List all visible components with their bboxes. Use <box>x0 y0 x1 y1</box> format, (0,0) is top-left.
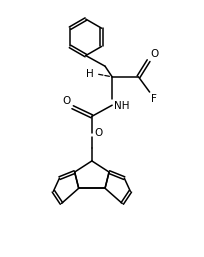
Text: H: H <box>85 69 93 79</box>
Text: O: O <box>94 127 102 137</box>
Text: NH: NH <box>114 101 129 111</box>
Text: O: O <box>150 49 158 59</box>
Text: O: O <box>62 96 71 106</box>
Text: F: F <box>151 94 157 104</box>
